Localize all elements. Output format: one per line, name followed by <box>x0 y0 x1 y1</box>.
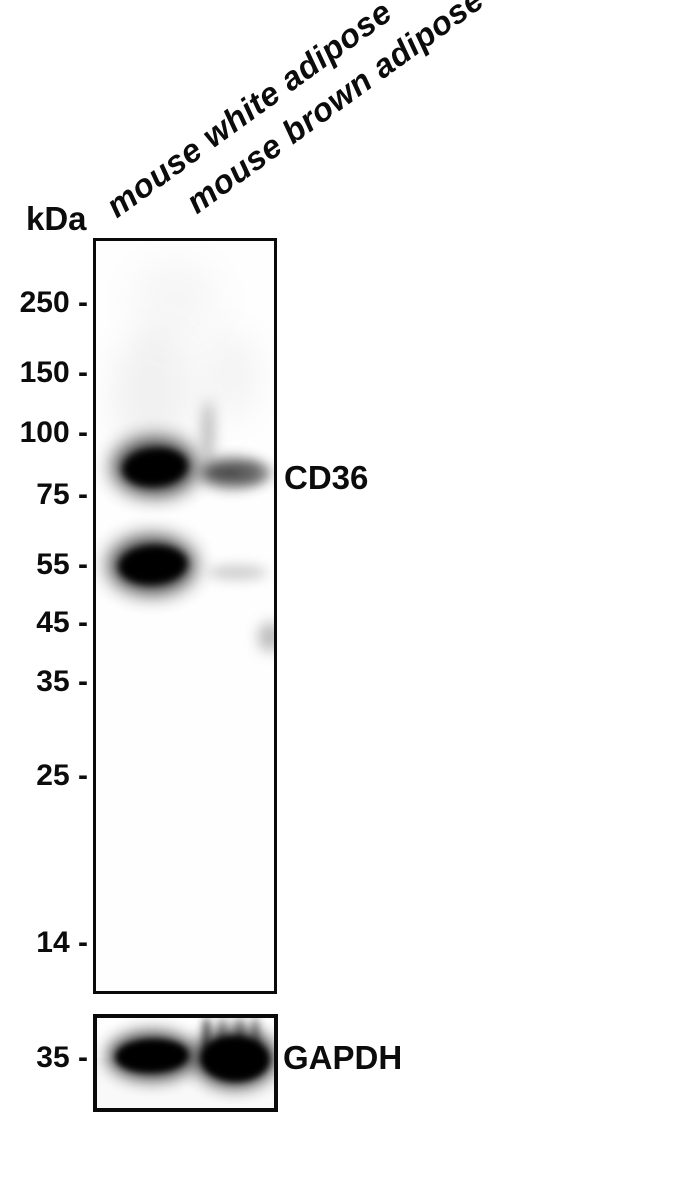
mw-marker-75: 75 - <box>36 478 88 511</box>
mw-marker-25: 25 - <box>36 759 88 792</box>
mw-marker-35-control: 35 - <box>36 1041 88 1074</box>
band-lane2-gapdh-streak-1 <box>203 1018 210 1052</box>
background-haze <box>130 260 220 340</box>
band-lane2-55-faint <box>207 565 267 580</box>
mw-marker-14: 14 - <box>36 926 88 959</box>
edge-smudge-45 <box>258 622 274 652</box>
band-lane2-streak <box>203 400 213 465</box>
mw-marker-35: 35 - <box>36 665 88 698</box>
control-blot-panel <box>93 1014 278 1112</box>
mw-marker-45: 45 - <box>36 606 88 639</box>
mw-marker-55: 55 - <box>36 548 88 581</box>
lane1-smear-haze <box>112 330 192 460</box>
mw-marker-100: 100 - <box>19 416 88 449</box>
lane-label-white-adipose: mouse white adipose <box>99 0 399 225</box>
mw-marker-150: 150 - <box>19 356 88 389</box>
target-label-cd36: CD36 <box>284 459 369 496</box>
band-lane2-cd36-tail <box>238 464 272 482</box>
target-label-gapdh: GAPDH <box>283 1039 403 1076</box>
main-blot-panel <box>93 238 277 994</box>
kda-unit-label: kDa <box>26 200 87 237</box>
mw-marker-250: 250 - <box>19 286 88 319</box>
